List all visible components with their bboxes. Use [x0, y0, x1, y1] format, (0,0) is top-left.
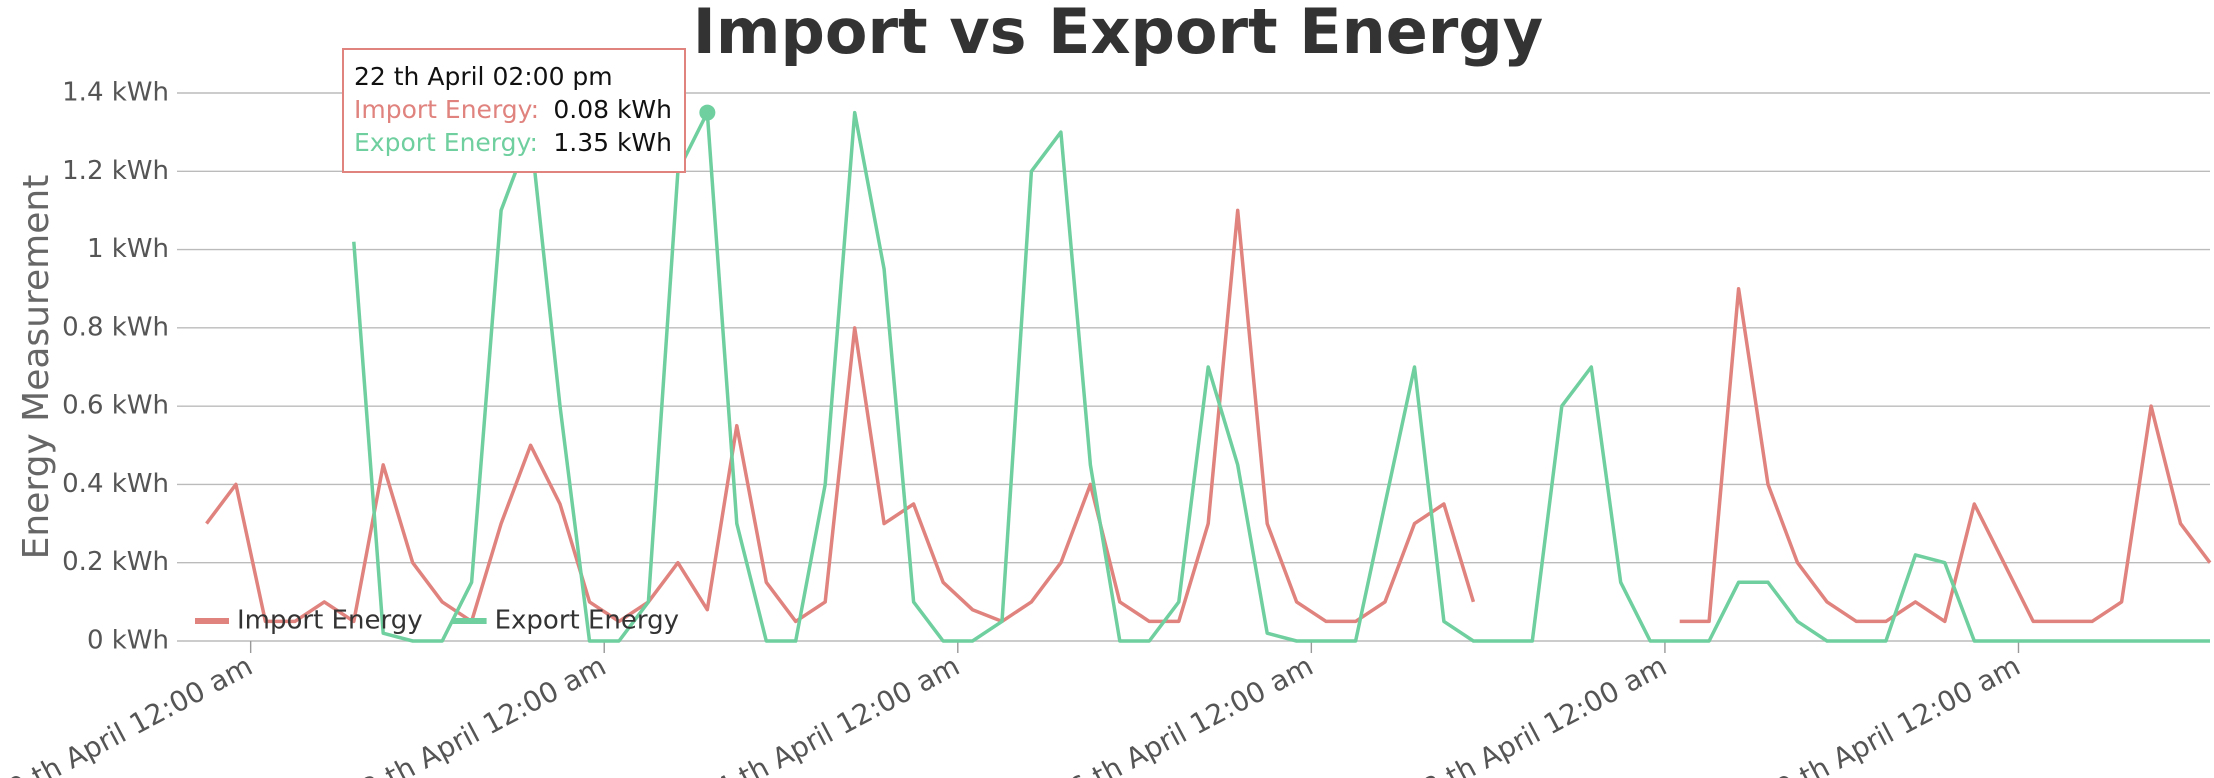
tooltip-value: 0.08 kWh — [553, 95, 672, 124]
x-tick-label: 26 th April 12:00 am — [1048, 649, 1319, 778]
x-tick-label: 28 th April 12:00 am — [1401, 649, 1672, 778]
x-tick-label: 24 th April 12:00 am — [694, 649, 965, 778]
y-tick-label: 0.4 kWh — [62, 469, 169, 499]
tooltip-label: Export Energy: — [354, 128, 538, 157]
x-tick-label: 22 th April 12:00 am — [341, 649, 612, 778]
tooltip-title: 22 th April 02:00 pm — [354, 62, 613, 91]
y-tick-label: 0.6 kWh — [62, 391, 169, 421]
legend-label: Export Energy — [495, 606, 679, 636]
tooltip-marker — [699, 104, 716, 121]
y-tick-label: 1 kWh — [87, 234, 169, 264]
legend-label: Import Energy — [237, 606, 423, 636]
y-tick-label: 0.8 kWh — [62, 312, 169, 342]
y-tick-label: 1.2 kWh — [62, 156, 169, 186]
x-tick-label: 30 th April 12:00 am — [1755, 649, 2026, 778]
y-tick-label: 0 kWh — [87, 626, 169, 656]
tooltip-label: Import Energy: — [354, 95, 539, 124]
tooltip-box — [342, 48, 686, 173]
x-tick-label: 20 th April 12:00 am — [0, 649, 258, 778]
y-tick-label: 0.2 kWh — [62, 547, 169, 577]
tooltip: 22 th April 02:00 pm Import Energy: 0.08 k… — [342, 48, 686, 173]
series-line — [205, 208, 2212, 624]
y-axis-title: Energy Measurement — [16, 175, 57, 560]
tooltip-value: 1.35 kWh — [553, 128, 672, 157]
series-line — [352, 110, 2210, 643]
y-tick-label: 1.4 kWh — [62, 78, 169, 108]
chart-title: Import vs Export Energy — [693, 0, 1543, 68]
